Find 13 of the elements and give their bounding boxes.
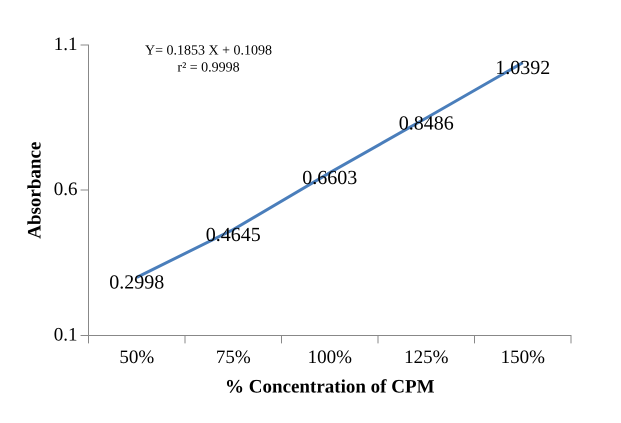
x-tick-label: 100% xyxy=(308,346,352,368)
annotation: Y= 0.1853 X + 0.1098 xyxy=(145,44,272,59)
x-tick-label: 125% xyxy=(404,346,449,368)
x-axis-title: % Concentration of CPM xyxy=(225,376,435,398)
x-tick-label: 50% xyxy=(119,346,154,368)
y-tick-label: 1.1 xyxy=(54,34,78,55)
y-axis-title: Absorbance xyxy=(24,142,46,239)
annotation: r² = 0.9998 xyxy=(177,60,240,76)
x-tick-label: 150% xyxy=(500,346,546,368)
y-tick-label: 0.1 xyxy=(54,324,78,346)
data-label: 0.2998 xyxy=(109,272,164,294)
x-tick-label: 75% xyxy=(216,346,251,368)
y-tick-label: 0.6 xyxy=(54,179,78,200)
